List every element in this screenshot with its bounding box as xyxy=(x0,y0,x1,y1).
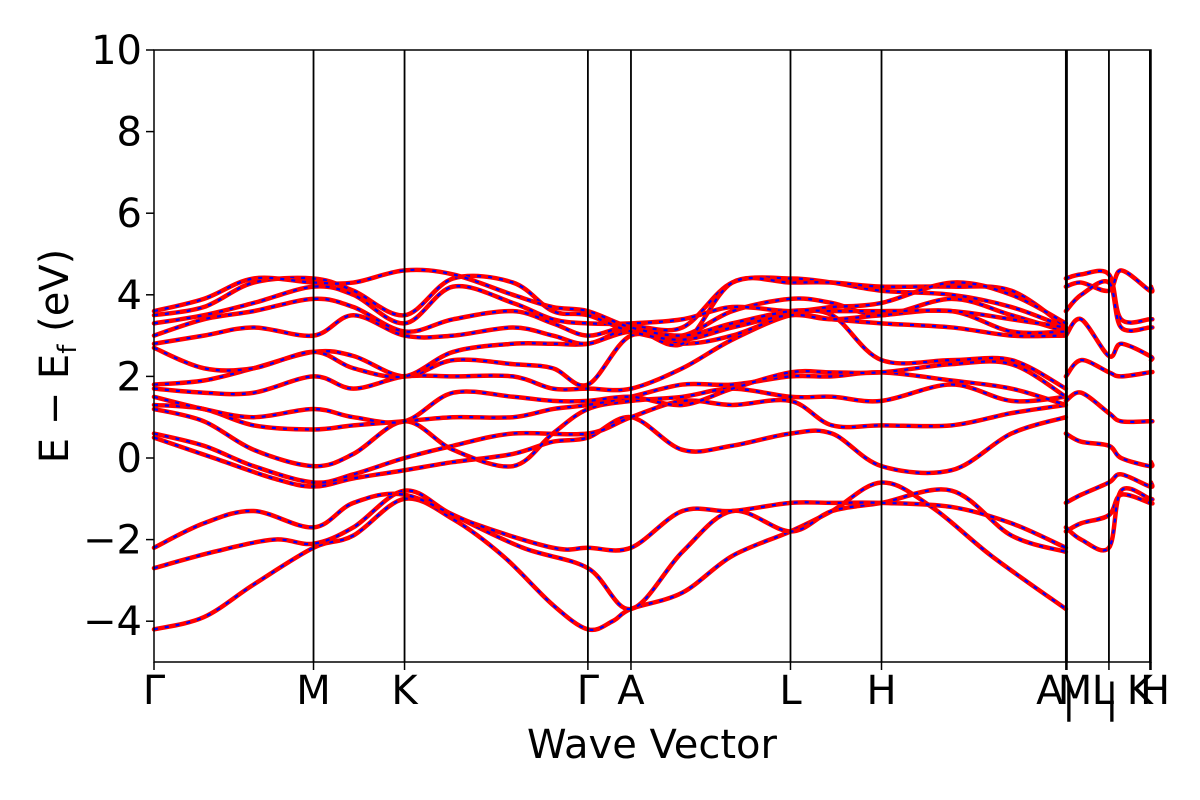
x-tick-label-4: Γ xyxy=(577,668,600,714)
y-tick-label-6: 6 xyxy=(117,191,142,237)
x-tick-label-2: M xyxy=(296,668,331,714)
x-tick-label-1: Γ xyxy=(143,668,166,714)
x-tick-label-11: K xyxy=(1127,668,1155,714)
x-tick-label-10: L xyxy=(1092,668,1115,714)
y-tick-label-2: −2 xyxy=(83,518,142,564)
x-tick-label-8: A xyxy=(1036,668,1064,714)
x-tick-label-7: H xyxy=(866,668,896,714)
x-axis-ticks: Γ M K Γ A L H AM L KH| | xyxy=(143,662,1170,722)
band-line-13-dashed xyxy=(153,276,1067,347)
band-line-5-solid xyxy=(151,397,1069,485)
y-axis-label-main: E − E xyxy=(32,354,78,464)
y-tick-label-7: 8 xyxy=(117,110,142,156)
y-tick-label-1: −4 xyxy=(83,599,142,645)
y-tick-label-3: 0 xyxy=(117,436,142,482)
x-tick-label-5: A xyxy=(617,668,645,714)
segment-break-marker-1: | xyxy=(1062,676,1075,722)
y-axis-label-unit: (eV) xyxy=(32,249,78,345)
y-tick-label-5: 4 xyxy=(117,273,142,319)
x-axis-label: Wave Vector xyxy=(527,722,778,768)
kpoint-divider-lines xyxy=(312,50,1151,662)
x-tick-label-9: M xyxy=(1058,668,1093,714)
x-tick-label-6: L xyxy=(779,668,802,714)
y-tick-label-4: 2 xyxy=(117,354,142,400)
tail-band-line-8-dashed xyxy=(1065,473,1154,504)
y-axis-label-subscript: f xyxy=(53,344,83,354)
y-tick-label-8: 10 xyxy=(91,28,142,74)
y-axis-ticks: −4 −2 0 2 4 6 8 10 xyxy=(83,28,154,645)
band-line-3-dashed xyxy=(153,492,1067,552)
y-axis-label: E − Ef (eV) xyxy=(32,249,83,464)
tail-band-line-2-dashed xyxy=(1065,269,1154,293)
x-tick-label-3: K xyxy=(391,668,419,714)
band-line-8-dashed xyxy=(153,360,1067,424)
x-tick-label-12: H xyxy=(1140,668,1170,714)
plot-frame xyxy=(153,49,1152,663)
segment-break-marker-2: | xyxy=(1105,676,1118,722)
